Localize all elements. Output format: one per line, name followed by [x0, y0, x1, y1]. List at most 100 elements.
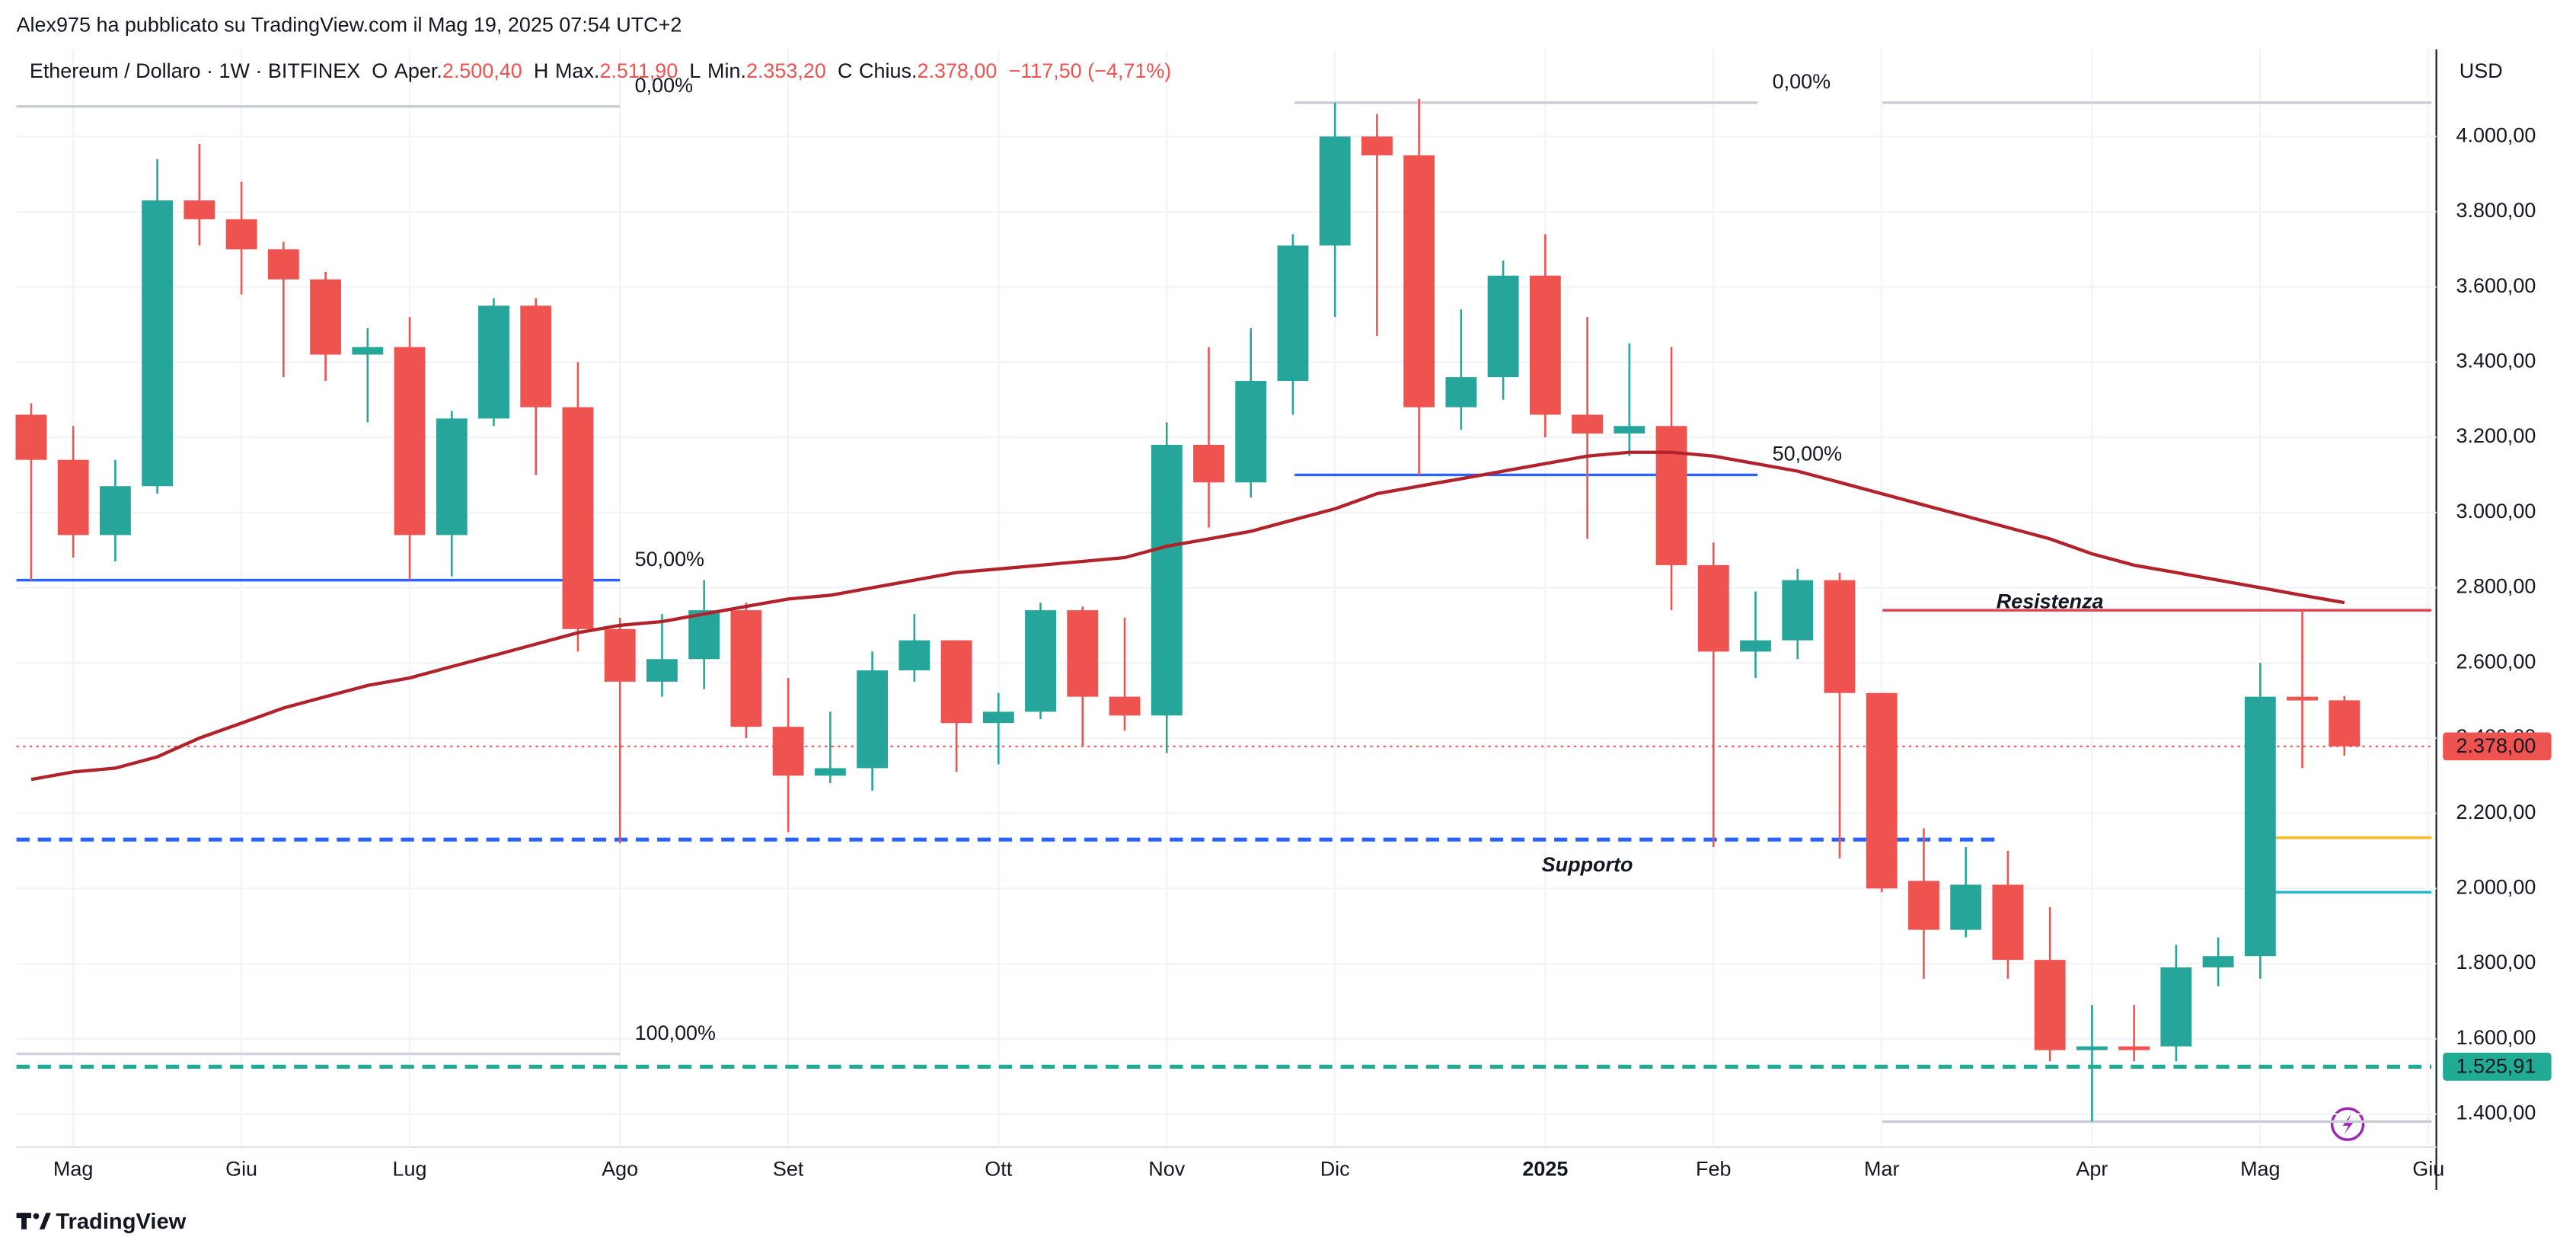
legend: Ethereum / Dollaro · 1W · BITFINEX O Aper.…	[30, 59, 1171, 82]
legend-name: Min.	[707, 59, 746, 82]
y-tick-label: 2.800,00	[2456, 575, 2536, 598]
candle-body	[1529, 275, 1561, 415]
x-tick-label: Ago	[602, 1157, 638, 1180]
y-tick-label: 1.400,00	[2456, 1101, 2536, 1124]
legend-key: C	[838, 59, 852, 82]
candle-body	[57, 459, 89, 535]
level-label: 50,00%	[1773, 443, 1842, 465]
candle-body	[2034, 960, 2066, 1050]
candle-body	[99, 486, 131, 535]
candle-body	[436, 418, 468, 535]
x-tick-label: Mag	[53, 1157, 93, 1180]
moving-average	[30, 450, 2345, 782]
candle-body	[1697, 564, 1729, 652]
y-tick-label: 3.200,00	[2456, 424, 2536, 447]
labels: 1.400,00 1.600,00 1.800,00 2.000,00 2.200,00…	[53, 70, 2552, 1180]
plot	[15, 98, 2432, 1124]
candle-body	[1445, 377, 1477, 408]
candle-body	[562, 407, 594, 629]
candle-body	[184, 200, 215, 219]
x-tick-label: Feb	[1696, 1157, 1731, 1180]
price-tag-label: 2.378,00	[2456, 734, 2536, 757]
candle-body	[940, 640, 972, 724]
price-tag	[2443, 1053, 2552, 1081]
annotation: Resistenza	[1997, 590, 2104, 612]
candle-body	[2202, 956, 2234, 968]
candle-body	[1319, 136, 1351, 246]
price-tag-label: 1.525,91	[2456, 1055, 2536, 1078]
y-tick-label: 3.400,00	[2456, 349, 2536, 372]
candle-body	[1950, 884, 1982, 930]
candle-body	[1277, 245, 1309, 382]
candle-body	[267, 249, 299, 280]
candle-body	[1151, 444, 1183, 716]
candle-body	[814, 768, 846, 776]
candle-body	[1908, 881, 1939, 930]
x-tick-label: Nov	[1148, 1157, 1185, 1180]
x-tick-label: Apr	[2076, 1157, 2108, 1180]
x-tick-label: Mar	[1864, 1157, 1899, 1180]
candle-body	[394, 347, 426, 535]
candle-body	[2329, 700, 2361, 746]
candle-body	[2244, 696, 2276, 957]
candle-body	[1025, 610, 1056, 712]
x-tick-label: Set	[773, 1157, 804, 1180]
legend-name: Aper.	[394, 59, 442, 82]
y-tick-label: 1.600,00	[2456, 1026, 2536, 1049]
level-label: 0,00%	[635, 74, 693, 97]
candle-body	[1361, 136, 1393, 155]
x-tick-label: Ott	[985, 1157, 1012, 1180]
candle-body	[225, 219, 257, 250]
alert-icon	[2330, 1107, 2365, 1141]
legend-value: 2.378,00	[917, 59, 997, 82]
candle-body	[1109, 696, 1141, 716]
candle-body	[1403, 155, 1435, 408]
currency: USD	[2459, 59, 2503, 82]
candle-body	[2160, 967, 2192, 1047]
legend-key: L	[689, 59, 701, 82]
x-tick-label: Mag	[2240, 1157, 2280, 1180]
y-tick-label: 3.800,00	[2456, 199, 2536, 222]
price-tag	[2443, 732, 2552, 761]
y-tick-label: 4.000,00	[2456, 123, 2536, 146]
x-tick-label: Lug	[393, 1157, 427, 1180]
candle-body	[1193, 444, 1224, 483]
candle-body	[604, 628, 636, 682]
level-label: 100,00%	[635, 1021, 716, 1044]
annotation: Supporto	[1542, 853, 1633, 876]
x-tick-label: Giu	[2412, 1157, 2444, 1180]
legend-value: 2.353,20	[746, 59, 826, 82]
candle-body	[1655, 426, 1687, 565]
level-label: 0,00%	[1773, 70, 1831, 93]
y-tick-label: 1.800,00	[2456, 951, 2536, 973]
tv-logo	[16, 1213, 51, 1229]
candle-body	[1782, 580, 1814, 641]
legend-value: 2.500,40	[442, 59, 522, 82]
y-tick-label: 2.200,00	[2456, 801, 2536, 823]
x-tick-label: Giu	[225, 1157, 257, 1180]
legend-symbol: Ethereum / Dollaro · 1W · BITFINEX	[30, 59, 360, 82]
y-tick-label: 2.600,00	[2456, 650, 2536, 673]
legend-key: H	[534, 59, 548, 82]
candle-body	[899, 640, 930, 671]
candle-body	[520, 305, 552, 408]
candle-body	[1235, 381, 1267, 483]
header: Alex975 ha pubblicato su TradingView.com…	[17, 14, 682, 37]
y-tick-label: 3.000,00	[2456, 500, 2536, 523]
candle-body	[352, 347, 384, 355]
legend-name: Max.	[555, 59, 599, 82]
candle-body	[2118, 1046, 2150, 1050]
candle-body	[982, 711, 1014, 724]
candle-body	[1067, 610, 1099, 697]
y-tick-label: 2.000,00	[2456, 875, 2536, 898]
legend-name: Chius.	[859, 59, 917, 82]
candle-body	[857, 670, 889, 769]
level-label: 50,00%	[635, 548, 704, 571]
candle-body	[2287, 696, 2318, 701]
footer-brand: TradingView	[56, 1210, 186, 1234]
candle-body	[688, 610, 720, 660]
y-tick-label: 3.600,00	[2456, 274, 2536, 297]
x-tick-label: Dic	[1320, 1157, 1350, 1180]
